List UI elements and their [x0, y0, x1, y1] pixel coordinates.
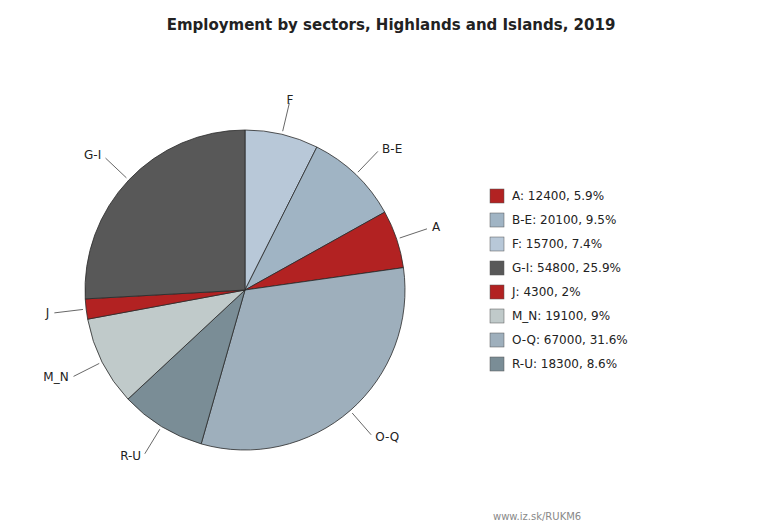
legend-label: M_N: 19100, 9% [512, 309, 610, 323]
label-connector [352, 413, 371, 435]
legend-swatch [490, 189, 504, 203]
label-connector [358, 151, 378, 172]
legend-label: J: 4300, 2% [511, 285, 581, 299]
legend-label: R-U: 18300, 8.6% [512, 357, 617, 371]
legend-swatch [490, 357, 504, 371]
legend-swatch [490, 261, 504, 275]
label-connector [54, 309, 83, 312]
legend-label: O-Q: 67000, 31.6% [512, 333, 628, 347]
chart: Employment by sectors, Highlands and Isl… [0, 0, 782, 532]
label-connector [106, 158, 127, 178]
slice-label: J [45, 306, 50, 320]
legend-swatch [490, 309, 504, 323]
label-connector [283, 103, 290, 131]
slice-label: O-Q [375, 430, 399, 444]
legend-swatch [490, 213, 504, 227]
label-connector [74, 363, 100, 376]
slice-label: R-U [120, 449, 141, 463]
pie [85, 130, 405, 450]
title: Employment by sectors, Highlands and Isl… [167, 16, 616, 34]
legend-swatch [490, 285, 504, 299]
slice-label: G-I [84, 148, 101, 162]
legend: A: 12400, 5.9% B-E: 20100, 9.5% F: 15700, … [490, 189, 628, 372]
legend-label: B-E: 20100, 9.5% [512, 213, 616, 227]
pie-slice [85, 130, 245, 299]
legend-swatch [490, 237, 504, 251]
background [0, 0, 782, 532]
watermark: www.iz.sk/RUKM6 [493, 511, 581, 522]
legend-label: A: 12400, 5.9% [512, 189, 604, 203]
label-connector [145, 429, 160, 454]
slice-label: A [432, 220, 441, 234]
slice-label: F [287, 93, 294, 107]
slice-label: M_N [43, 370, 68, 384]
legend-label: F: 15700, 7.4% [512, 237, 602, 251]
slice-label: B-E [382, 142, 402, 156]
legend-swatch [490, 333, 504, 347]
legend-label: G-I: 54800, 25.9% [512, 261, 621, 275]
slice-labels: F B-E A O-Q R-U M_N J G-I [43, 93, 441, 463]
label-connector [400, 229, 427, 238]
